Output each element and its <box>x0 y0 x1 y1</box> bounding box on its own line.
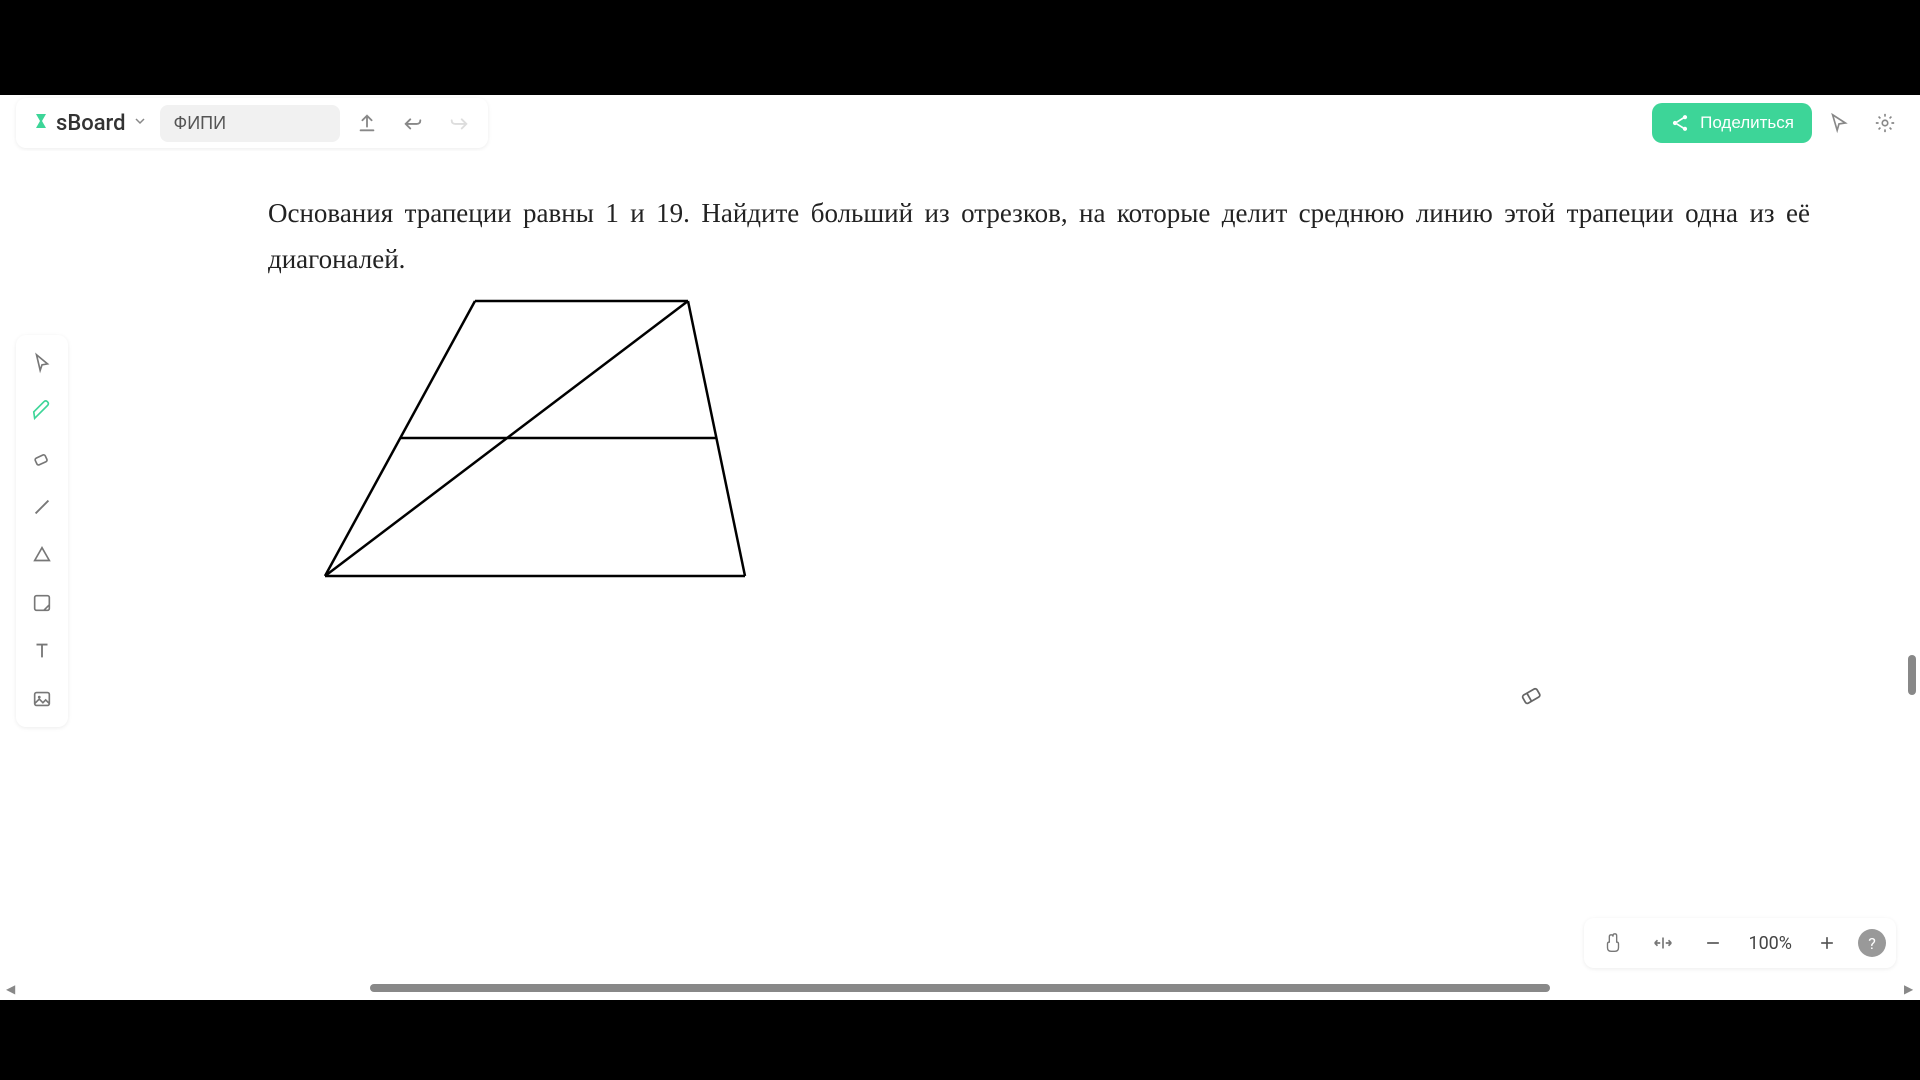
pen-tool[interactable] <box>20 389 64 433</box>
cursor-mode-button[interactable] <box>1820 104 1858 142</box>
note-tool[interactable] <box>20 581 64 625</box>
scrollbar-thumb-v[interactable] <box>1908 655 1916 695</box>
letterbox-top <box>0 0 1920 95</box>
chevron-down-icon <box>134 115 146 131</box>
select-tool[interactable] <box>20 341 64 385</box>
horizontal-scrollbar[interactable]: ◀ ▶ <box>10 984 1910 994</box>
topbar-left-group: sBoard <box>16 98 488 148</box>
share-icon <box>1670 113 1690 133</box>
topbar: sBoard Поделиться <box>0 95 1920 151</box>
letterbox-bottom <box>0 1000 1920 1080</box>
scroll-right-arrow[interactable]: ▶ <box>1904 982 1914 992</box>
image-tool[interactable] <box>20 677 64 721</box>
zoom-in-button[interactable] <box>1808 924 1846 962</box>
eraser-tool[interactable] <box>20 437 64 481</box>
logo-menu[interactable]: sBoard <box>26 107 152 140</box>
settings-button[interactable] <box>1866 104 1904 142</box>
fit-width-button[interactable] <box>1644 924 1682 962</box>
undo-button[interactable] <box>394 104 432 142</box>
redo-button[interactable] <box>440 104 478 142</box>
left-toolbar <box>16 335 68 727</box>
vertical-scrollbar[interactable] <box>1908 95 1918 980</box>
canvas-area[interactable]: Основания трапеции равны 1 и 19. Найдите… <box>0 151 1920 980</box>
share-label: Поделиться <box>1700 113 1794 133</box>
upload-button[interactable] <box>348 104 386 142</box>
topbar-right-group: Поделиться <box>1652 103 1904 143</box>
scrollbar-thumb-h[interactable] <box>370 984 1550 992</box>
scroll-left-arrow[interactable]: ◀ <box>6 982 16 992</box>
eraser-cursor-icon <box>1513 676 1555 720</box>
zoom-out-button[interactable] <box>1694 924 1732 962</box>
pan-tool-button[interactable] <box>1594 924 1632 962</box>
line-tool[interactable] <box>20 485 64 529</box>
logo-mark-icon <box>32 111 50 135</box>
trapezoid-diagram <box>320 296 750 581</box>
bottom-controls: 100% ? <box>1584 918 1896 968</box>
help-button[interactable]: ? <box>1858 929 1886 957</box>
app-window: sBoard Поделиться <box>0 95 1920 1000</box>
zoom-level: 100% <box>1748 933 1792 954</box>
shape-tool[interactable] <box>20 533 64 577</box>
share-button[interactable]: Поделиться <box>1652 103 1812 143</box>
text-tool[interactable] <box>20 629 64 673</box>
board-title-input[interactable] <box>160 105 340 142</box>
logo-text: sBoard <box>56 111 126 136</box>
problem-text: Основания трапеции равны 1 и 19. Найдите… <box>268 191 1810 283</box>
